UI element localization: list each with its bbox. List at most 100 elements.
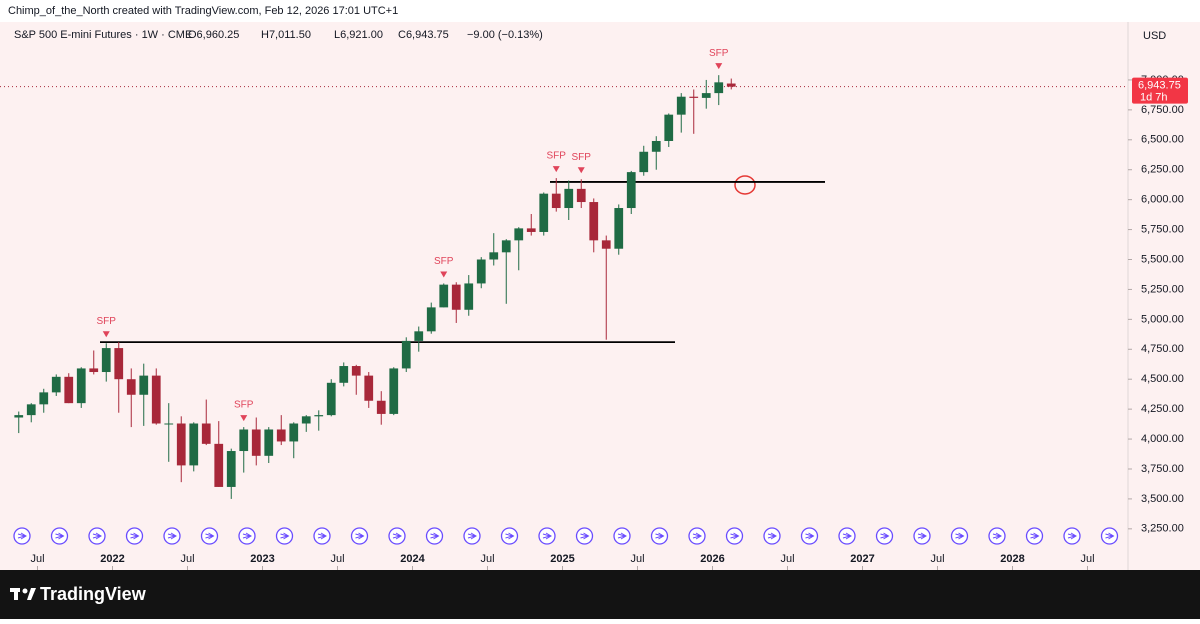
candle-body bbox=[76, 368, 86, 404]
event-icon-arrow bbox=[842, 532, 852, 540]
candle-body bbox=[439, 284, 449, 308]
x-tick-label: 2025 bbox=[550, 553, 574, 565]
event-icon bbox=[613, 527, 631, 545]
legend-high: H7,011.50 bbox=[261, 29, 311, 41]
price-label-box bbox=[1132, 77, 1188, 104]
x-tick-label: Jul bbox=[330, 553, 344, 565]
header: Chimp_of_the_North created with TradingV… bbox=[8, 5, 398, 17]
event-icon-arrow bbox=[130, 532, 140, 540]
candle-body bbox=[464, 283, 474, 310]
candle-body bbox=[451, 284, 461, 310]
candle-body bbox=[51, 376, 61, 393]
event-icon-arrow bbox=[205, 532, 215, 540]
event-icon-arrow bbox=[392, 532, 402, 540]
y-tick-label: 4,000.00 bbox=[1141, 433, 1184, 445]
candle-body bbox=[401, 340, 411, 369]
event-icon-arrow bbox=[917, 532, 927, 540]
legend-close: C6,943.75 bbox=[398, 29, 449, 41]
x-tick-label: 2022 bbox=[100, 553, 124, 565]
annotation-label: SFP bbox=[234, 400, 254, 411]
event-icon-arrow bbox=[467, 532, 477, 540]
event-icon bbox=[238, 527, 256, 545]
logo-shape bbox=[22, 588, 28, 594]
event-icon-arrow bbox=[242, 532, 252, 540]
footer-bar bbox=[0, 570, 1200, 619]
candle-body bbox=[301, 416, 311, 424]
event-icon-arrow bbox=[17, 532, 27, 540]
candle-body bbox=[39, 392, 49, 405]
candle-body bbox=[676, 96, 686, 115]
candle-body bbox=[614, 208, 624, 249]
event-icon-arrow bbox=[55, 532, 65, 540]
event-icon-arrow bbox=[805, 532, 815, 540]
candle-body bbox=[564, 188, 574, 209]
annotation-label: SFP bbox=[97, 316, 117, 327]
candle-body bbox=[164, 423, 174, 425]
annotation-arrow bbox=[715, 63, 723, 70]
annotation-arrow bbox=[577, 167, 585, 174]
candle-body bbox=[89, 368, 99, 373]
candle-body bbox=[126, 379, 136, 395]
y-tick-label: 4,500.00 bbox=[1141, 373, 1184, 385]
event-icon bbox=[13, 527, 31, 545]
x-tick-label: Jul bbox=[30, 553, 44, 565]
candle-body bbox=[264, 429, 274, 456]
candle-body bbox=[376, 400, 386, 414]
legend-open: O6,960.25 bbox=[188, 29, 239, 41]
y-tick-label: 6,750.00 bbox=[1141, 104, 1184, 116]
event-icon-arrow bbox=[167, 532, 177, 540]
event-icon-arrow bbox=[92, 532, 102, 540]
event-icon-arrow bbox=[767, 532, 777, 540]
event-icon bbox=[500, 527, 519, 545]
candle-body bbox=[339, 366, 349, 383]
event-icon bbox=[838, 527, 856, 545]
candle-body bbox=[14, 415, 24, 418]
candle-body bbox=[714, 82, 724, 94]
event-icon bbox=[950, 527, 969, 545]
event-icon bbox=[388, 527, 406, 545]
candle-body bbox=[201, 423, 211, 444]
y-tick-label: 5,250.00 bbox=[1141, 283, 1184, 295]
candle-body bbox=[364, 375, 374, 401]
event-icon bbox=[463, 527, 481, 545]
y-tick-label: 5,750.00 bbox=[1141, 223, 1184, 235]
legend-symbol: S&P 500 E-mini Futures · 1W · CME bbox=[14, 29, 192, 41]
event-icon bbox=[538, 527, 556, 545]
annotation-label: SFP bbox=[547, 151, 567, 162]
candle-body bbox=[214, 443, 224, 487]
candle-body bbox=[226, 451, 236, 487]
candle-body bbox=[514, 228, 524, 241]
candle-body bbox=[176, 423, 186, 466]
event-icon bbox=[725, 527, 744, 545]
event-icon-arrow bbox=[880, 532, 890, 540]
event-icon-arrow bbox=[692, 532, 702, 540]
event-icon-arrow bbox=[992, 532, 1002, 540]
y-tick-label: 3,500.00 bbox=[1141, 493, 1184, 505]
candle-body bbox=[689, 96, 699, 98]
candle-body bbox=[326, 382, 336, 416]
y-tick-label: 3,750.00 bbox=[1141, 463, 1184, 475]
event-icon-arrow bbox=[655, 532, 665, 540]
annotation-label: SFP bbox=[572, 152, 592, 163]
event-icon bbox=[650, 527, 669, 545]
candle-body bbox=[701, 93, 711, 98]
candle-body bbox=[289, 423, 299, 442]
candle-body bbox=[426, 307, 436, 332]
x-tick-label: Jul bbox=[630, 553, 644, 565]
event-icon bbox=[800, 527, 819, 545]
legend-low: L6,921.00 bbox=[334, 29, 383, 41]
event-icon bbox=[688, 527, 706, 545]
candle-body bbox=[26, 404, 36, 416]
candle-body bbox=[576, 188, 586, 203]
event-icon-arrow bbox=[355, 532, 365, 540]
plot-area bbox=[0, 22, 1128, 570]
event-icon bbox=[1100, 527, 1119, 545]
y-tick-label: 4,250.00 bbox=[1141, 403, 1184, 415]
event-icon-arrow bbox=[1067, 532, 1077, 540]
event-icon bbox=[200, 527, 219, 545]
event-icon bbox=[1063, 527, 1081, 545]
x-tick-label: Jul bbox=[930, 553, 944, 565]
y-tick-label: 5,500.00 bbox=[1141, 253, 1184, 265]
y-tick-label: 4,750.00 bbox=[1141, 343, 1184, 355]
x-tick-label: 2028 bbox=[1000, 553, 1024, 565]
